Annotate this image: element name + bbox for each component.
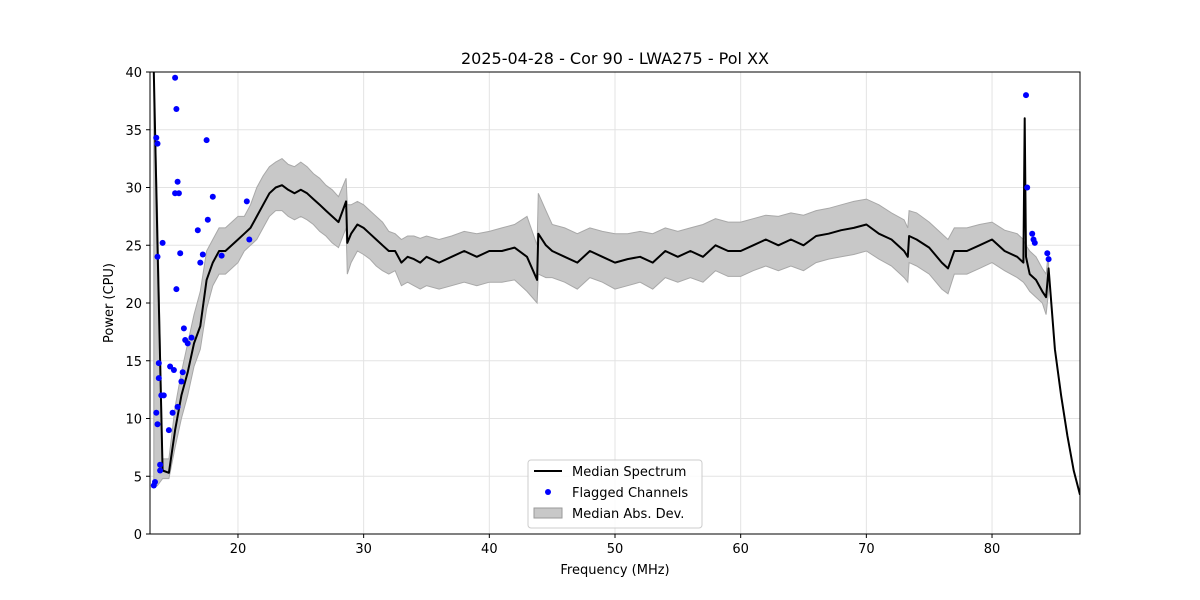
x-axis-title: Frequency (MHz) — [560, 563, 669, 578]
x-tick-label: 50 — [607, 542, 624, 557]
y-axis: 0 5 10 15 20 25 30 35 40 — [125, 66, 150, 543]
y-tick-label: 30 — [125, 182, 142, 197]
flagged-channel-point — [157, 461, 164, 468]
flagged-points-layer — [150, 74, 1052, 489]
flagged-channel-point — [246, 236, 253, 243]
flagged-channel-point — [194, 227, 201, 234]
flagged-channel-point — [184, 340, 191, 347]
flagged-channel-point — [1045, 256, 1052, 263]
flagged-channel-point — [170, 367, 177, 373]
median-spectrum-line — [152, 72, 1080, 495]
flagged-channel-point — [1031, 239, 1038, 246]
flagged-channel-point — [154, 140, 161, 147]
flagged-channel-point — [159, 239, 166, 246]
x-tick-label: 40 — [481, 542, 498, 557]
flagged-channel-point — [153, 409, 160, 416]
x-tick-label: 80 — [984, 542, 1001, 557]
legend-label-mad: Median Abs. Dev. — [572, 507, 684, 522]
x-tick-label: 70 — [858, 542, 875, 557]
y-tick-label: 20 — [125, 297, 142, 312]
chart-title: 2025-04-28 - Cor 90 - LWA275 - Pol XX — [461, 49, 769, 68]
flagged-channel-point — [204, 216, 211, 223]
legend-box — [527, 459, 703, 529]
flagged-channel-point — [178, 378, 185, 385]
legend-swatch-mad — [533, 507, 563, 519]
flagged-channel-point — [209, 193, 216, 200]
flagged-channel-point — [180, 325, 187, 332]
y-tick-label: 40 — [125, 66, 142, 81]
flagged-channel-point — [1029, 230, 1036, 237]
flagged-channel-point — [153, 134, 160, 141]
flagged-channel-point — [188, 334, 195, 341]
y-tick-label: 25 — [125, 239, 142, 254]
flagged-channel-point — [1023, 92, 1029, 99]
flagged-channel-point — [173, 286, 180, 293]
mad-band-layer — [153, 72, 1050, 489]
flagged-channel-point — [173, 106, 180, 112]
flagged-channel-point — [1024, 184, 1031, 191]
flagged-channel-point — [175, 190, 182, 197]
x-axis: 20 30 40 50 60 70 80 — [230, 534, 1001, 557]
legend-label-median: Median Spectrum — [572, 465, 686, 480]
y-tick-label: 0 — [134, 528, 142, 543]
flagged-channel-point — [152, 479, 158, 485]
flagged-channel-point — [218, 252, 225, 259]
mad-band — [153, 72, 1050, 489]
flagged-channel-point — [179, 369, 186, 376]
flagged-channel-point — [154, 253, 161, 260]
flagged-channel-point — [243, 198, 250, 205]
flagged-channel-point — [203, 137, 210, 144]
legend: Median Spectrum Flagged Channels Median … — [527, 459, 703, 529]
y-tick-label: 35 — [125, 124, 142, 139]
flagged-channel-point — [160, 392, 167, 399]
legend-label-flagged: Flagged Channels — [572, 486, 688, 501]
x-tick-label: 30 — [355, 542, 372, 557]
flagged-channel-point — [157, 467, 164, 474]
y-tick-label: 10 — [125, 413, 142, 428]
flagged-channel-point — [154, 421, 161, 428]
y-axis-title: Power (CPU) — [102, 263, 117, 343]
flagged-channel-point — [177, 250, 184, 257]
flagged-channel-point — [199, 251, 206, 258]
flagged-channel-point — [174, 178, 181, 185]
flagged-channel-point — [197, 259, 204, 266]
y-tick-label: 15 — [125, 355, 142, 370]
x-tick-label: 60 — [732, 542, 749, 557]
flagged-channel-point — [1044, 250, 1051, 257]
flagged-channel-point — [155, 360, 162, 367]
median-line-layer — [152, 72, 1080, 495]
flagged-channel-point — [167, 363, 174, 370]
flagged-channel-point — [172, 74, 179, 81]
x-tick-label: 20 — [230, 542, 247, 557]
flagged-channel-point — [165, 427, 172, 434]
flagged-channel-point — [155, 375, 162, 382]
flagged-channel-point — [169, 409, 176, 416]
legend-swatch-flagged — [545, 489, 551, 495]
y-tick-label: 5 — [134, 470, 142, 485]
flagged-channel-point — [174, 403, 181, 410]
